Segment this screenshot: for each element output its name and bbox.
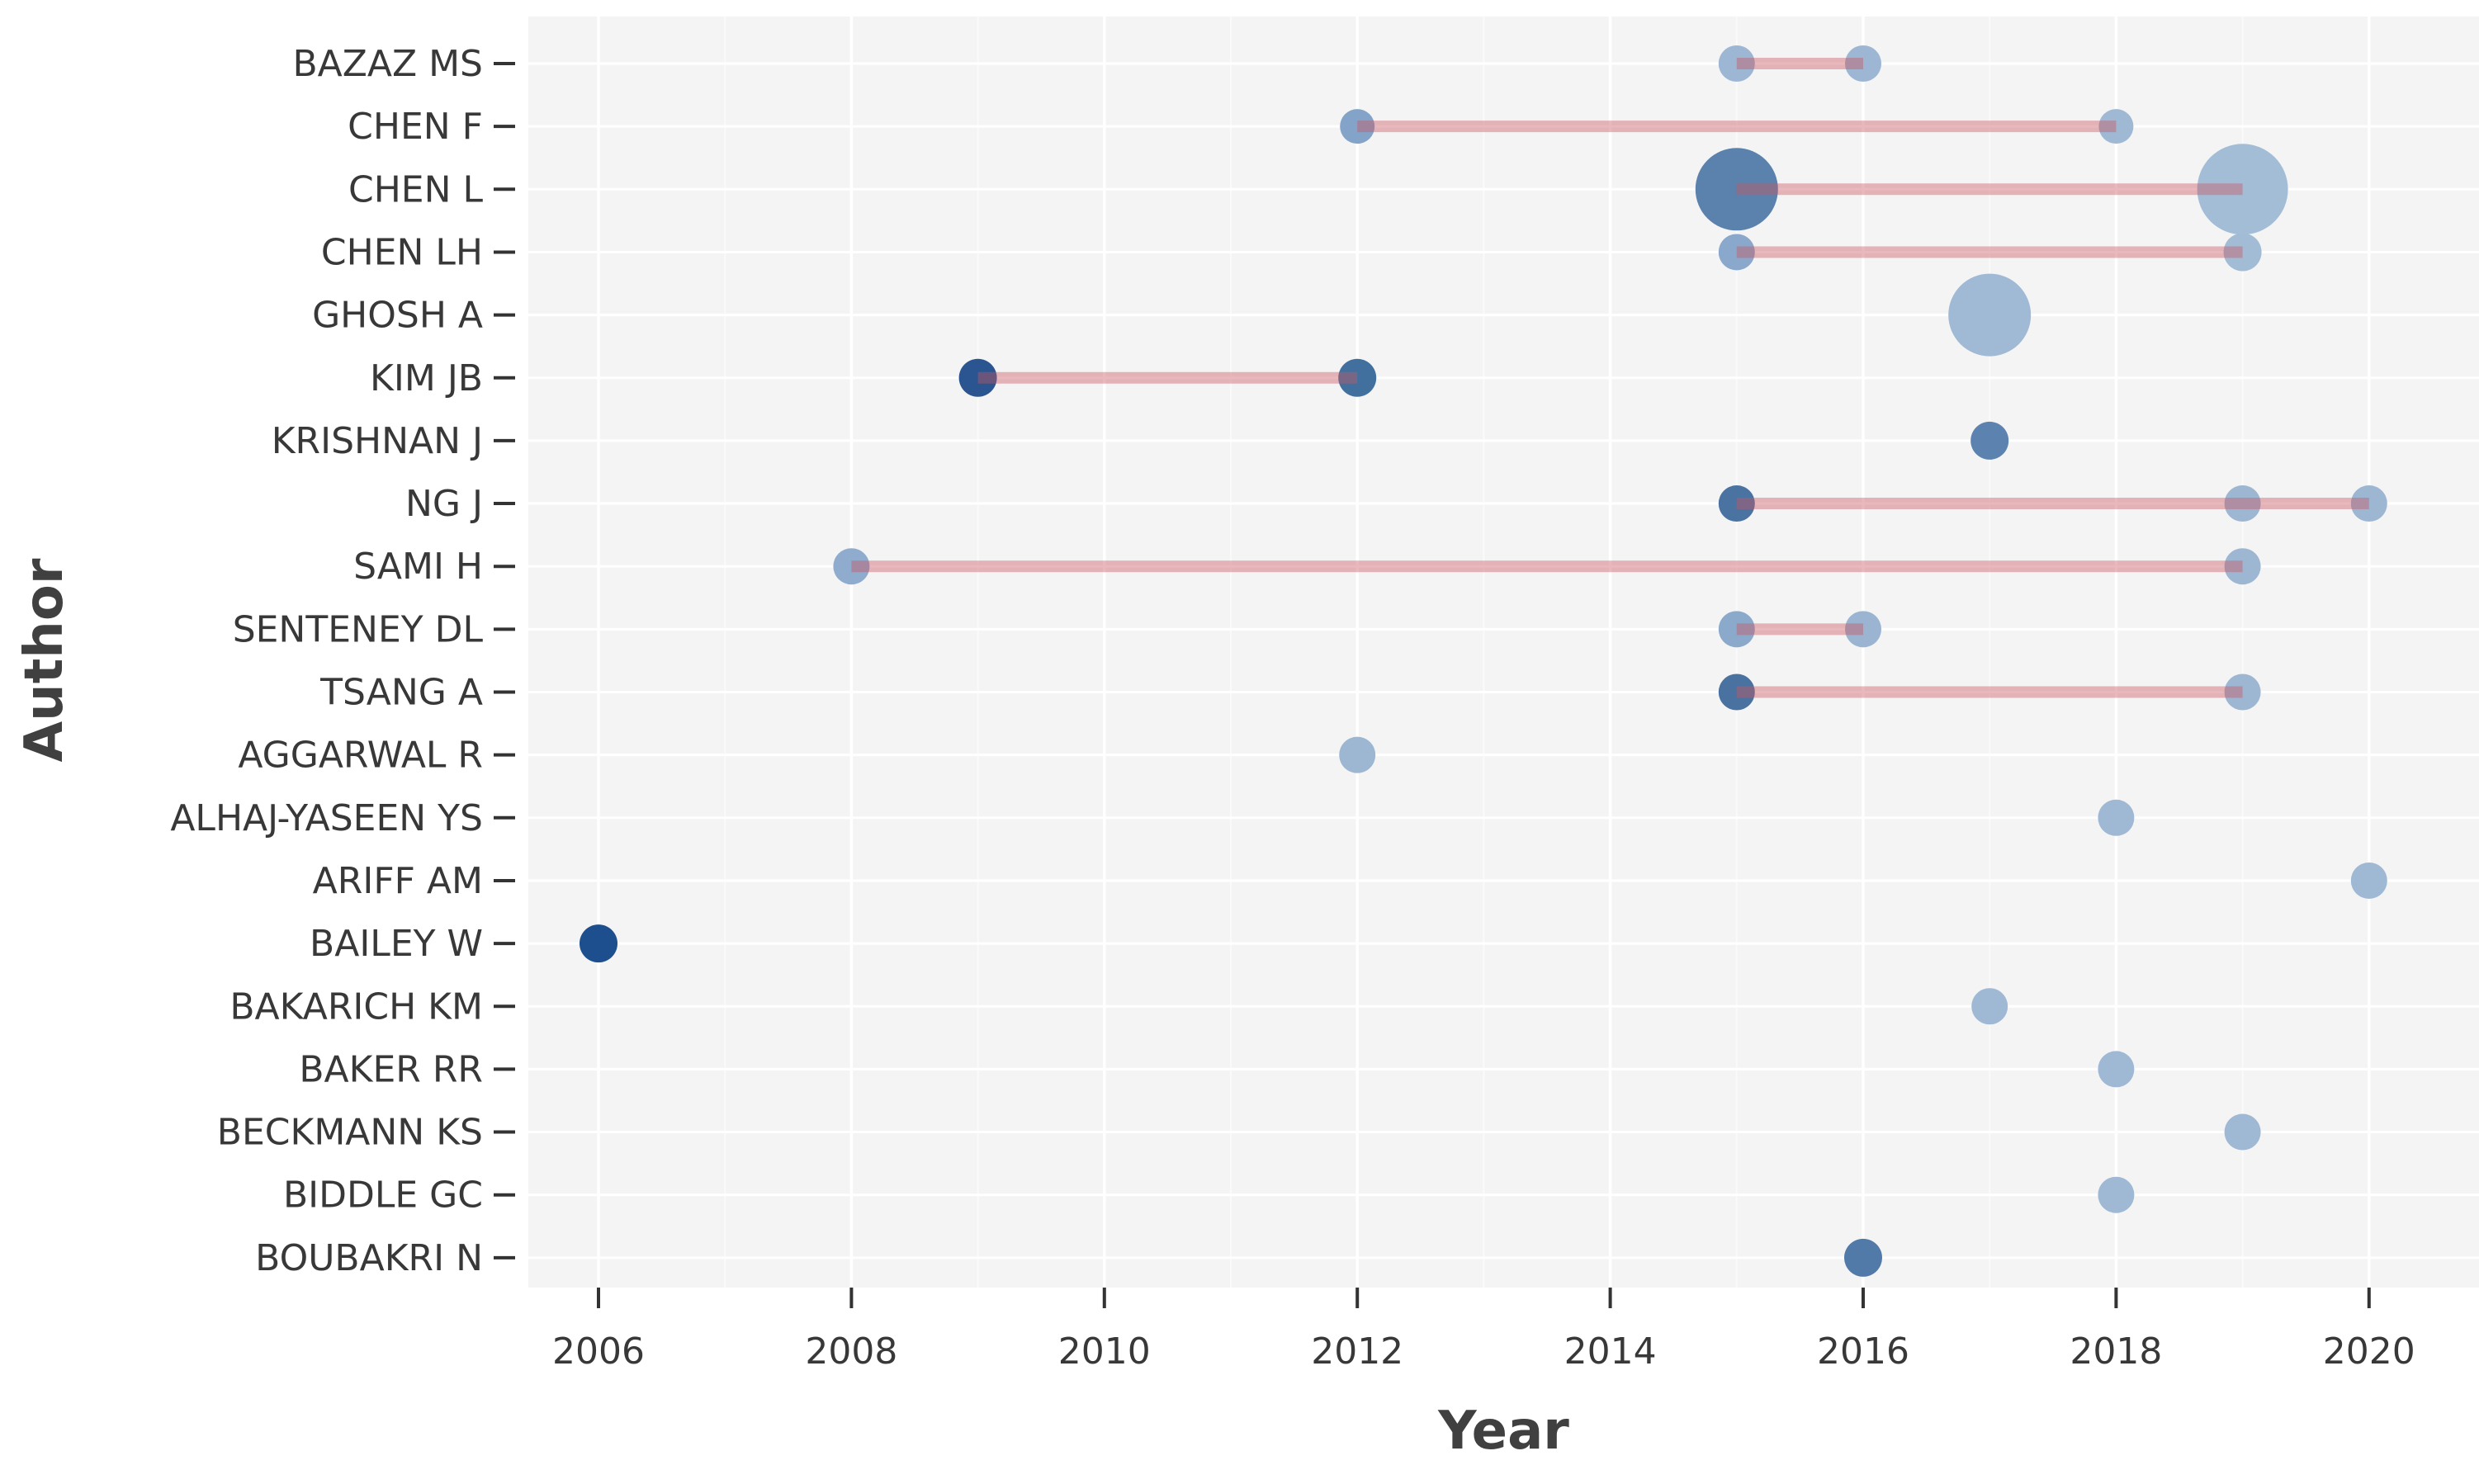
x-tick-label: 2020 [2323, 1330, 2415, 1373]
author-label: BAZAZ MS [292, 43, 483, 85]
author-label: BECKMANN KS [217, 1112, 483, 1154]
article-bubble [1845, 611, 1881, 648]
x-tick-label: 2008 [805, 1330, 897, 1373]
author-label: BOUBAKRI N [255, 1237, 483, 1279]
author-label: BIDDLE GC [283, 1174, 483, 1217]
plot-panel [528, 17, 2479, 1288]
author-label: BAKARICH KM [229, 985, 483, 1028]
article-bubble [1845, 45, 1881, 82]
author-label: SENTENEY DL [233, 608, 484, 650]
article-bubble [2098, 1176, 2135, 1213]
article-bubble [1718, 45, 1755, 82]
article-bubble [1971, 988, 2008, 1025]
author-label: ARIFF AM [313, 860, 483, 902]
x-tick-label: 2016 [1817, 1330, 1909, 1373]
author-label: BAKER RR [299, 1048, 483, 1090]
article-bubble [1340, 109, 1375, 144]
x-tick-label: 2012 [1311, 1330, 1403, 1373]
article-bubble [1718, 611, 1755, 648]
article-bubble [2350, 485, 2387, 522]
article-bubble [2350, 862, 2387, 899]
article-bubble [1338, 358, 1377, 397]
x-tick-label: 2006 [552, 1330, 645, 1373]
article-bubble [1718, 485, 1755, 522]
author-label: SAMI H [353, 546, 483, 588]
article-bubble [1970, 421, 2009, 460]
article-bubble [2098, 109, 2134, 144]
author-label: CHEN LH [321, 231, 483, 273]
x-axis-title: Year [1437, 1401, 1569, 1462]
author-label: NG J [405, 483, 483, 525]
article-bubble [2098, 1051, 2135, 1088]
author-label: KRISHNAN J [272, 420, 483, 462]
article-bubble [833, 548, 870, 585]
x-tick-label: 2014 [1564, 1330, 1657, 1373]
author-label: AGGARWAL R [238, 735, 483, 777]
y-axis-title: Author [14, 558, 75, 762]
author-label: KIM JB [370, 357, 483, 399]
article-bubble [2224, 485, 2261, 522]
x-tick-label: 2010 [1058, 1330, 1151, 1373]
author-label: BAILEY W [310, 923, 483, 965]
article-bubble [1844, 1238, 1882, 1277]
article-bubble [2224, 1113, 2261, 1151]
article-bubble [1339, 736, 1376, 773]
x-tick-label: 2018 [2070, 1330, 2162, 1373]
article-bubble [2098, 799, 2135, 836]
article-bubble [1948, 273, 2032, 357]
author-label: CHEN F [348, 106, 483, 148]
article-bubble [2223, 233, 2262, 272]
author-label: ALHAJ-YASEEN YS [170, 797, 483, 839]
article-bubble [1718, 234, 1755, 271]
article-bubble [2224, 548, 2261, 585]
article-bubble [958, 358, 997, 397]
article-bubble [2197, 144, 2288, 235]
article-bubble [2224, 673, 2261, 711]
author-label: CHEN L [348, 168, 484, 210]
author-label: TSANG A [319, 672, 483, 714]
article-bubble [580, 924, 617, 963]
article-bubble [1718, 673, 1755, 711]
article-bubble [1695, 148, 1778, 231]
author-label: GHOSH A [312, 295, 483, 337]
